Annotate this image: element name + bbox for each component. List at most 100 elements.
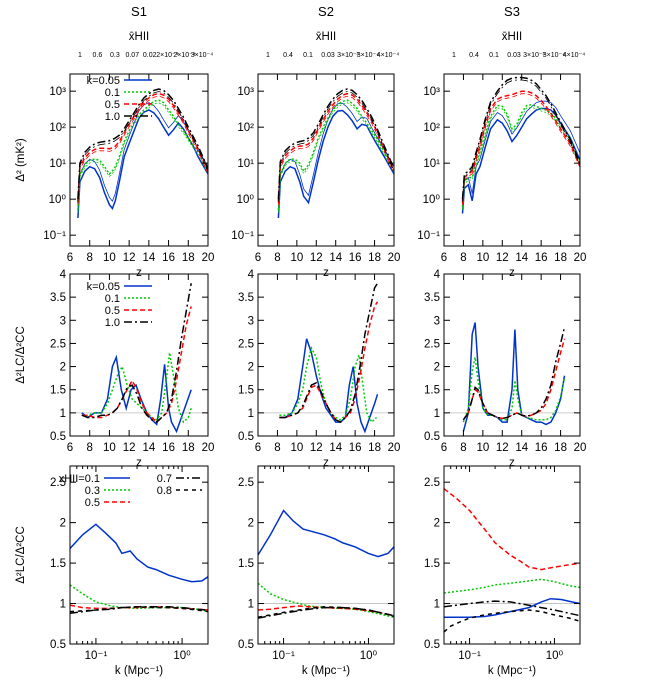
x-tick-label: 12: [496, 252, 509, 264]
y-tick-label: 1: [434, 408, 440, 420]
series-group: [462, 322, 566, 432]
panel-7: 10⁻¹ 10⁰ 0.5 1 1.5 2 2.5: [238, 465, 395, 662]
x-tick-label: 8: [274, 252, 280, 264]
xhii-axis-label-1: x̄HII: [316, 31, 336, 43]
y-tick-label: 10²: [49, 122, 66, 134]
y-tick-label: 3.5: [238, 292, 254, 304]
x-tick-label: 10⁰: [360, 650, 378, 662]
series-line-0: [279, 338, 379, 434]
y-tick-label: 2.5: [238, 338, 254, 350]
series-line-3: [81, 283, 192, 423]
y-tick-label: 10⁰: [423, 194, 441, 206]
y-tick-label: 2: [434, 362, 440, 374]
legend-label: 0.5: [85, 497, 100, 509]
y-tick-label: 10¹: [237, 158, 254, 170]
axes-frame: [69, 465, 209, 645]
legend-label: xHII=0.1: [59, 473, 100, 485]
series-line-alt-1: [462, 106, 580, 210]
panel-8: 10⁻¹ 10⁰ 0.5 1 1.5 2 2.5: [424, 465, 581, 662]
panel-3: 6 8 10 12 14 16 18 20 0.5 1 1.5 2 2.5 3 3.5 4: [50, 269, 214, 454]
y-tick-label: 10²: [237, 122, 254, 134]
x-tick-label: 8: [87, 252, 93, 264]
y-tick-label: 10⁰: [237, 194, 255, 206]
x-tick-label: 16: [535, 252, 548, 264]
series-line-2: [444, 488, 580, 571]
series-line-0: [81, 354, 192, 434]
legend-label: 0.3: [85, 485, 100, 497]
series-line-1: [279, 346, 378, 424]
y-tick-label: 10¹: [423, 158, 440, 170]
axes-frame: [257, 73, 395, 247]
x-tick-label: 14: [329, 442, 342, 454]
series-line-1: [444, 578, 580, 594]
legend-label: 0.5: [105, 99, 120, 111]
top-tick-label: 4×10⁻⁴: [563, 52, 585, 59]
y-tick-label: 3: [248, 315, 254, 327]
y-tick-label: 10⁰: [49, 194, 67, 206]
legend-label: 0.7: [157, 473, 172, 485]
row-xlabel-0: z: [509, 267, 515, 279]
axes-frame: [69, 73, 209, 247]
top-tick-label: 3×10⁻⁴: [191, 52, 213, 59]
x-tick-label: 8: [460, 442, 466, 454]
x-tick-label: 16: [349, 442, 362, 454]
y-tick-label: 0.5: [238, 431, 254, 443]
series-line-0: [462, 322, 566, 432]
row-ylabel-1: Δ²LC/Δ²CC: [15, 326, 27, 384]
series-line-0: [461, 107, 580, 214]
y-tick-label: 2.5: [50, 338, 66, 350]
y-tick-label: 2.5: [424, 338, 440, 350]
top-tick-label: 0.1: [489, 52, 499, 59]
series-line-alt-3: [278, 91, 394, 202]
y-tick-label: 1: [60, 408, 66, 420]
series-line-2: [461, 90, 580, 203]
x-tick-label: 10⁻¹: [458, 650, 481, 662]
legend-label: 0.8: [157, 485, 172, 497]
x-tick-label: 10⁰: [173, 650, 191, 662]
y-tick-label: 10³: [237, 86, 254, 98]
top-tick-label: 3×10⁻³: [523, 52, 545, 59]
x-tick-label: 12: [123, 442, 136, 454]
y-tick-label: 10¹: [49, 158, 66, 170]
y-tick-label: 2: [248, 518, 254, 530]
x-tick-label: 6: [255, 252, 261, 264]
series-group: [444, 488, 580, 633]
x-tick-label: 20: [574, 252, 587, 264]
y-tick-label: 1: [248, 408, 254, 420]
panel-5: 6 8 10 12 14 16 18 20 0.5 1 1.5 2 2.5 3 3.5 4: [424, 269, 586, 454]
series-line-alt-3: [462, 79, 580, 202]
x-tick-label: 8: [87, 442, 93, 454]
y-tick-label: 0.5: [50, 431, 66, 443]
series-line-3: [279, 282, 379, 423]
legend-top: k=0.050.10.51.0: [87, 75, 152, 123]
y-tick-label: 1.5: [238, 385, 254, 397]
x-tick-label: 20: [202, 442, 215, 454]
x-tick-label: 6: [67, 442, 73, 454]
axes-frame: [69, 273, 209, 437]
x-tick-label: 18: [554, 442, 567, 454]
y-tick-label: 1.5: [50, 558, 66, 570]
column-title-1: S2: [318, 4, 334, 19]
x-tick-label: 12: [310, 442, 323, 454]
axes-frame: [443, 73, 581, 247]
x-tick-label: 16: [535, 442, 548, 454]
y-tick-label: 2.5: [238, 477, 254, 489]
column-title-0: S1: [131, 4, 147, 19]
axes-frame: [443, 273, 581, 437]
row-xlabel-2: k (Mpc⁻¹): [115, 665, 163, 677]
top-tick-label: 1: [78, 52, 82, 59]
x-tick-label: 8: [460, 252, 466, 264]
legend-bottom: xHII=0.10.30.5 0.70.8: [59, 473, 202, 509]
row-xlabel-0: z: [323, 267, 329, 279]
series-line-1: [277, 99, 394, 211]
legend-label: 0.1: [105, 87, 120, 99]
top-tick-label: 0.3: [110, 52, 120, 59]
x-tick-label: 16: [162, 252, 175, 264]
top-tick-label: 3×10⁻³: [337, 52, 359, 59]
series-line-2: [81, 306, 192, 424]
x-tick-label: 12: [496, 442, 509, 454]
series-line-0: [444, 597, 580, 619]
x-tick-label: 12: [123, 252, 136, 264]
top-tick-label: 1: [452, 52, 456, 59]
x-tick-label: 10⁻¹: [272, 650, 295, 662]
